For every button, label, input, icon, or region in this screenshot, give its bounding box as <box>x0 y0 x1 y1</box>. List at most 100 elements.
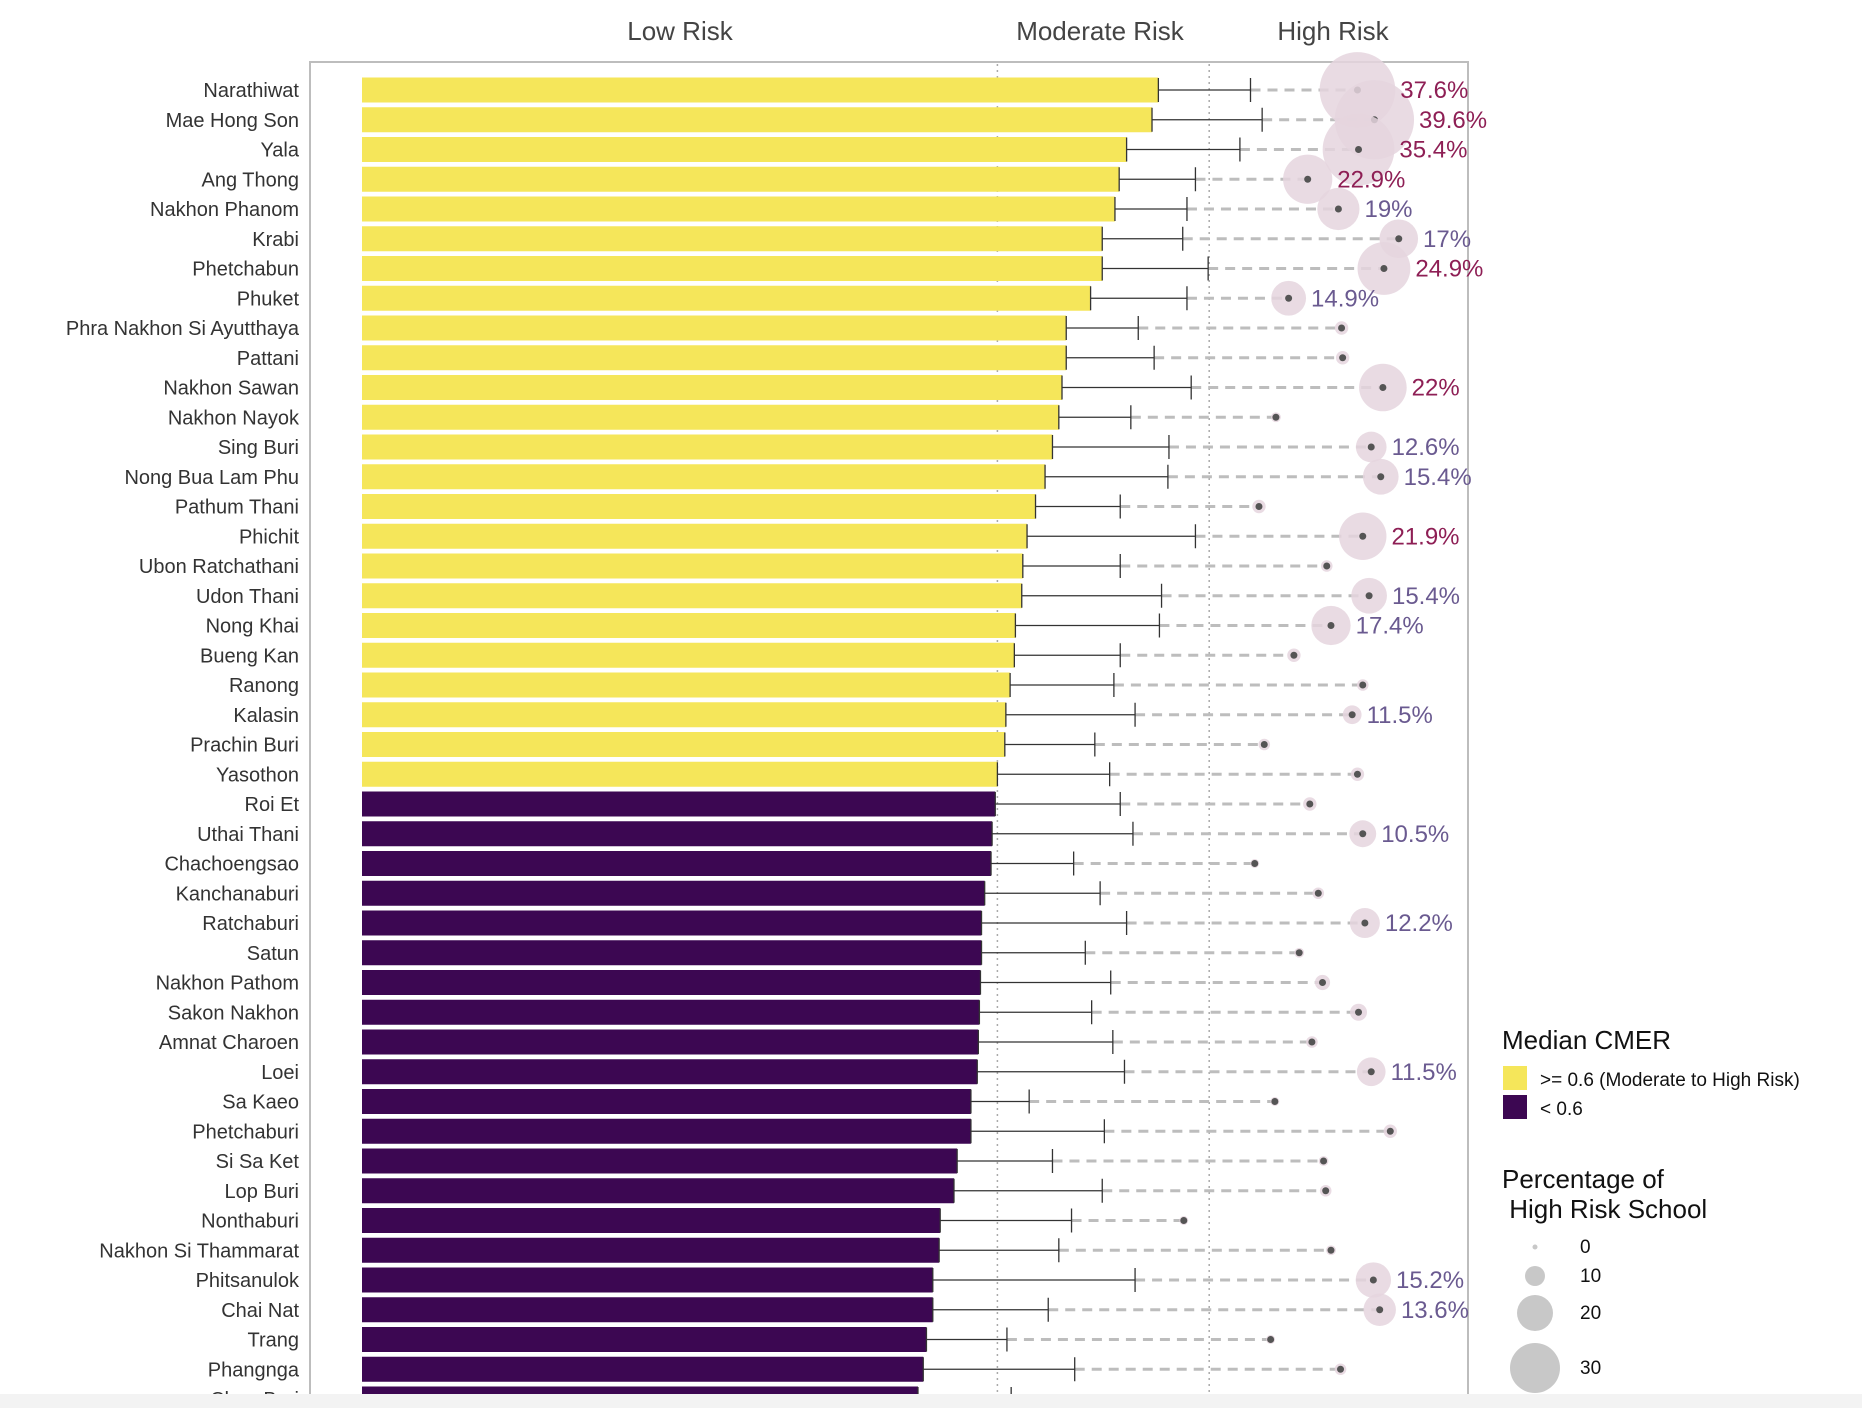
province-label-si-sa-ket: Si Sa Ket <box>216 1151 300 1173</box>
legend-size-label-0: 0 <box>1580 1237 1591 1258</box>
province-label-loei: Loei <box>261 1062 299 1084</box>
dot-prachin-buri <box>1260 741 1268 748</box>
dot-yasothon <box>1353 770 1361 778</box>
pct-label-nakhon-phanom: 19% <box>1364 196 1412 223</box>
province-label-prachin-buri: Prachin Buri <box>190 735 299 757</box>
bar-ratchaburi <box>362 910 982 936</box>
pct-label-nakhon-sawan: 22% <box>1412 375 1460 402</box>
bar-nonthaburi <box>362 1208 941 1233</box>
zone-label-high: High Risk <box>1277 16 1389 46</box>
pct-label-phetchabun: 24.9% <box>1415 256 1483 283</box>
dot-phra-nakhon-si-ayutthaya <box>1338 324 1346 332</box>
legend-fill-title: Median CMER <box>1502 1025 1671 1055</box>
zone-label-low: Low Risk <box>627 16 733 46</box>
dot-nakhon-si-thammarat <box>1327 1246 1335 1254</box>
bar-chachoengsao <box>362 851 992 876</box>
bar-kanchanaburi <box>362 880 985 906</box>
province-label-nong-bua-lam-phu: Nong Bua Lam Phu <box>124 467 299 489</box>
province-label-ubon-ratchathani: Ubon Ratchathani <box>139 556 299 578</box>
error-bars <box>917 78 1263 1408</box>
dot-uthai-thani <box>1359 830 1367 838</box>
bar-yala <box>362 137 1127 162</box>
bottom-fade <box>0 1394 1862 1408</box>
dot-sing-buri <box>1367 443 1375 451</box>
bar-lop-buri <box>362 1178 954 1204</box>
bar-sakon-nakhon <box>362 999 980 1025</box>
province-label-kanchanaburi: Kanchanaburi <box>176 883 299 905</box>
dot-bueng-kan <box>1290 651 1298 659</box>
bar-phetchaburi <box>362 1118 971 1144</box>
bar-prachin-buri <box>362 732 1005 757</box>
legend-size-label-10: 10 <box>1580 1266 1601 1287</box>
dot-pathum-thani <box>1255 503 1263 510</box>
dot-krabi <box>1395 235 1403 243</box>
legend-label-high: >= 0.6 (Moderate to High Risk) <box>1540 1070 1800 1091</box>
bar-nakhon-nayok <box>362 404 1059 430</box>
province-label-nakhon-sawan: Nakhon Sawan <box>163 378 299 400</box>
pct-label-sing-buri: 12.6% <box>1392 434 1460 461</box>
dot-phuket <box>1285 294 1293 302</box>
province-label-lop-buri: Lop Buri <box>225 1181 300 1203</box>
dot-sa-kaeo <box>1271 1098 1279 1105</box>
province-label-nong-khai: Nong Khai <box>206 616 299 638</box>
bar-sa-kaeo <box>362 1089 971 1114</box>
dot-nakhon-pathom <box>1319 979 1327 986</box>
province-label-narathiwat: Narathiwat <box>203 80 299 102</box>
province-label-krabi: Krabi <box>252 229 299 251</box>
province-label-pathum-thani: Pathum Thani <box>175 497 299 519</box>
province-label-sakon-nakhon: Sakon Nakhon <box>168 1002 299 1024</box>
pct-label-chai-nat: 13.6% <box>1401 1297 1469 1324</box>
province-label-ratchaburi: Ratchaburi <box>202 913 299 935</box>
province-label-udon-thani: Udon Thani <box>196 586 299 608</box>
province-label-ranong: Ranong <box>229 675 299 697</box>
bar-bueng-kan <box>362 642 1015 668</box>
bar-ang-thong <box>362 166 1120 192</box>
bar-roi-et <box>362 791 996 817</box>
province-label-yala: Yala <box>260 140 299 162</box>
dot-sakon-nakhon <box>1355 1008 1363 1016</box>
dot-nakhon-sawan <box>1379 384 1387 391</box>
bar-kalasin <box>362 702 1006 728</box>
province-label-ang-thong: Ang Thong <box>202 169 300 191</box>
pct-label-nong-khai: 17.4% <box>1356 613 1424 640</box>
province-label-nakhon-nayok: Nakhon Nayok <box>168 407 300 429</box>
province-label-uthai-thani: Uthai Thani <box>197 824 299 846</box>
bar-phuket <box>362 285 1091 311</box>
dot-phangnga <box>1337 1365 1345 1373</box>
bar-uthai-thani <box>362 821 993 847</box>
percentage-labels: 37.6% 39.6% 35.4%22.9% 19% 17% 24.9% 14.9% 22% 1… <box>1311 77 1487 1324</box>
dot-nonthaburi <box>1180 1217 1188 1224</box>
bar-krabi <box>362 226 1103 252</box>
dot-loei <box>1367 1068 1375 1076</box>
dot-si-sa-ket <box>1320 1157 1328 1165</box>
dot-phitsanulok <box>1369 1276 1377 1284</box>
province-label-nonthaburi: Nonthaburi <box>201 1211 299 1233</box>
province-label-amnat-charoen: Amnat Charoen <box>159 1032 299 1054</box>
bar-phitsanulok <box>362 1267 933 1293</box>
pct-label-ang-thong: 22.9% <box>1337 166 1405 193</box>
province-label-mae-hong-son: Mae Hong Son <box>166 110 299 132</box>
pct-label-ratchaburi: 12.2% <box>1385 910 1453 937</box>
bar-nakhon-phanom <box>362 196 1115 222</box>
dot-phetchabun <box>1380 265 1388 272</box>
pct-label-yala: 35.4% <box>1399 137 1467 164</box>
dot-chachoengsao <box>1251 860 1259 867</box>
bar-udon-thani <box>362 583 1022 609</box>
bar-phra-nakhon-si-ayutthaya <box>362 315 1067 341</box>
dot-pattani <box>1339 354 1347 362</box>
dot-lop-buri <box>1322 1187 1330 1195</box>
legend-size-20 <box>1517 1295 1553 1331</box>
dot-ratchaburi <box>1361 919 1369 927</box>
legend-size-title-line2: High Risk School <box>1502 1194 1707 1224</box>
bars <box>362 77 1159 1408</box>
pct-label-phuket: 14.9% <box>1311 285 1379 312</box>
pct-label-krabi: 17% <box>1423 226 1471 253</box>
bar-ranong <box>362 672 1011 698</box>
bar-yasothon <box>362 761 998 787</box>
pct-label-phitsanulok: 15.2% <box>1396 1267 1464 1294</box>
province-label-satun: Satun <box>247 943 299 965</box>
bar-narathiwat <box>362 77 1159 103</box>
dot-ranong <box>1359 681 1367 689</box>
dot-yala <box>1355 146 1363 153</box>
